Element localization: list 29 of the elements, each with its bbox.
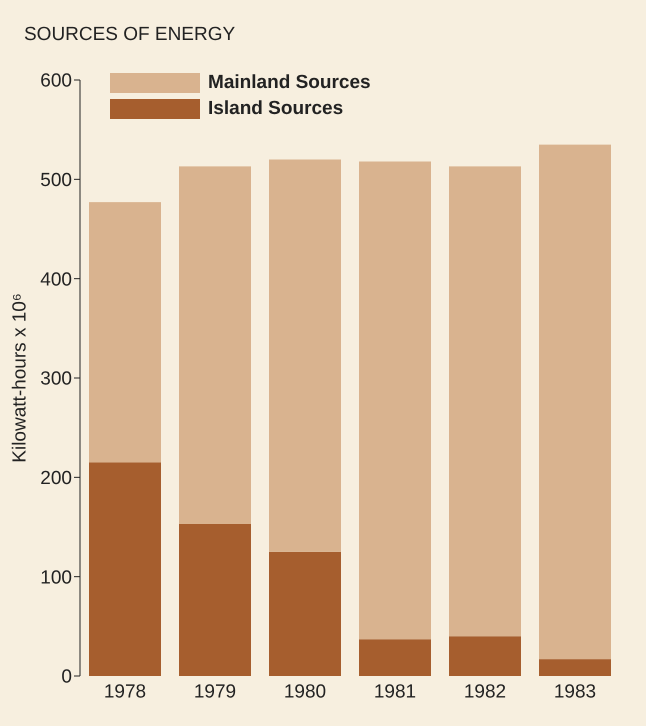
bar bbox=[89, 462, 161, 676]
x-tick-label: 1981 bbox=[374, 681, 416, 702]
bar bbox=[449, 636, 521, 676]
bar bbox=[539, 144, 611, 660]
x-tick-label: 1978 bbox=[104, 681, 146, 702]
legend-label: Island Sources bbox=[208, 98, 344, 120]
bar bbox=[179, 166, 251, 524]
x-tick-label: 1980 bbox=[284, 681, 326, 702]
y-axis-title: Kilowatt-hours x 10⁶ bbox=[10, 293, 31, 463]
chart-title: SOURCES OF ENERGY bbox=[24, 24, 236, 46]
y-tick-label: 200 bbox=[40, 468, 72, 490]
bar bbox=[179, 524, 251, 676]
y-tick-label: 600 bbox=[40, 70, 72, 92]
bar bbox=[539, 659, 611, 676]
x-tick-label: 1983 bbox=[554, 681, 596, 702]
bar bbox=[359, 639, 431, 676]
legend-label: Mainland Sources bbox=[208, 72, 371, 94]
y-tick-label: 300 bbox=[40, 368, 72, 390]
bar bbox=[359, 161, 431, 640]
bar bbox=[269, 159, 341, 552]
y-tick-label: 100 bbox=[40, 567, 72, 588]
bar bbox=[269, 552, 341, 676]
y-tick-label: 400 bbox=[40, 269, 72, 290]
bar bbox=[89, 202, 161, 462]
y-tick-label: 0 bbox=[61, 666, 72, 688]
bar bbox=[449, 166, 521, 636]
x-tick-label: 1982 bbox=[464, 681, 506, 702]
y-tick-label: 500 bbox=[40, 170, 72, 192]
x-tick-label: 1979 bbox=[194, 681, 236, 702]
